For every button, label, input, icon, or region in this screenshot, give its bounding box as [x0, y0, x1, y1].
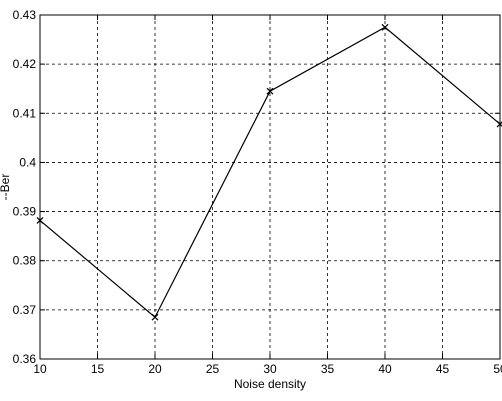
- data-point-marker: [266, 87, 274, 95]
- y-tick-label: 0.4: [19, 155, 36, 169]
- marker-stroke: [496, 121, 502, 128]
- marker-stroke: [36, 216, 44, 224]
- data-point-marker: [151, 313, 159, 321]
- y-axis-label: --Ber: [0, 174, 12, 201]
- x-tick-label: 25: [206, 362, 220, 376]
- x-tick-label: 50: [493, 362, 502, 376]
- series-layer: [36, 23, 502, 321]
- y-tick-label: 0.39: [13, 205, 37, 219]
- marker-stroke: [151, 313, 159, 321]
- data-point-marker: [381, 23, 389, 31]
- marker-stroke: [381, 23, 389, 31]
- x-tick-label: 15: [91, 362, 105, 376]
- data-point-marker: [36, 216, 44, 224]
- x-tick-label: 20: [148, 362, 162, 376]
- y-tick-label: 0.43: [13, 8, 37, 22]
- y-tick-label: 0.41: [13, 106, 37, 120]
- y-tick-label: 0.38: [13, 254, 37, 268]
- axis-ticks: 10 15 20 25 30 35 40 45 50 0.36 0.37 0.38 0.39 0.4 0.4…: [13, 8, 502, 376]
- grid-lines: [40, 15, 500, 359]
- marker-stroke: [266, 87, 274, 95]
- x-tick-label: 40: [378, 362, 392, 376]
- x-axis-label: Noise density: [234, 377, 306, 391]
- data-point-marker: [496, 120, 502, 128]
- x-tick-label: 10: [33, 362, 47, 376]
- y-tick-label: 0.42: [13, 57, 37, 71]
- x-tick-label: 45: [436, 362, 450, 376]
- x-tick-label: 30: [263, 362, 277, 376]
- x-tick-label: 35: [321, 362, 335, 376]
- y-tick-label: 0.37: [13, 303, 37, 317]
- y-tick-label: 0.36: [13, 352, 37, 366]
